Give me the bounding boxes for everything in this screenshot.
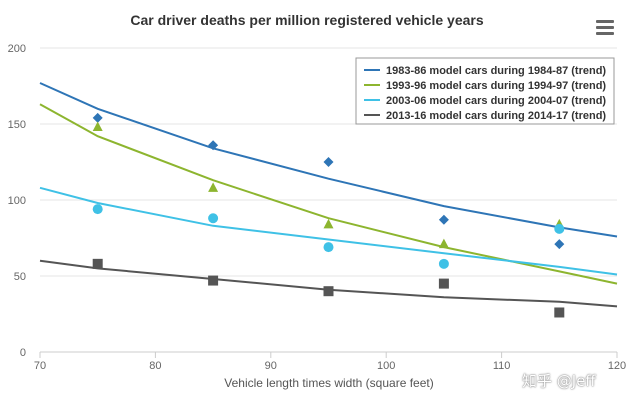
x-tick-label: 90	[265, 360, 277, 372]
y-tick-label: 0	[20, 347, 26, 359]
trend-line-2	[39, 103, 618, 285]
data-point-series-1	[438, 214, 449, 225]
menu-bar	[596, 32, 614, 35]
data-point-series-1	[208, 140, 219, 151]
legend: 1983-86 model cars during 1984-87 (trend…	[355, 57, 615, 125]
x-tick-label: 70	[34, 360, 46, 372]
data-point-series-4	[554, 307, 565, 318]
y-tick-label: 50	[14, 271, 26, 283]
data-points	[92, 112, 565, 318]
data-point-series-3	[208, 213, 219, 224]
legend-label: 2013-16 model cars during 2014-17 (trend…	[386, 110, 606, 122]
axes: 0 50 100 150 200 70 80 90 100 110 120	[8, 43, 627, 372]
legend-label: 1983-86 model cars during 1984-87 (trend…	[386, 65, 606, 77]
data-point-series-1	[554, 239, 565, 250]
data-point-series-1	[323, 157, 334, 167]
y-tick-label: 100	[8, 195, 26, 207]
data-point-series-3	[438, 258, 449, 269]
menu-bar	[596, 26, 614, 29]
x-tick-label: 110	[493, 360, 511, 372]
data-point-series-2	[438, 238, 449, 249]
chart-title: Car driver deaths per million registered…	[130, 12, 483, 28]
data-point-series-2	[92, 121, 103, 132]
data-point-series-2	[208, 182, 219, 192]
trend-line-4	[39, 259, 618, 308]
x-tick-label: 100	[377, 360, 395, 372]
x-axis-label: Vehicle length times width (square feet)	[224, 376, 433, 390]
data-point-series-4	[92, 258, 103, 269]
data-point-series-4	[438, 278, 449, 289]
data-point-series-3	[323, 242, 334, 253]
hamburger-menu-icon[interactable]	[596, 20, 614, 36]
data-point-series-2	[323, 218, 334, 229]
data-point-series-3	[554, 223, 565, 234]
data-point-series-4	[208, 275, 219, 286]
data-point-series-1	[92, 112, 103, 123]
legend-label: 1993-96 model cars during 1994-97 (trend…	[386, 80, 606, 92]
trend-line-3	[39, 186, 618, 276]
data-point-series-4	[323, 286, 334, 297]
legend-label: 2003-06 model cars during 2004-07 (trend…	[386, 95, 606, 107]
x-tick-label: 80	[149, 360, 161, 372]
y-tick-label: 200	[8, 43, 26, 55]
data-point-series-3	[92, 204, 103, 215]
x-tick-label: 120	[608, 360, 626, 372]
watermark: 知乎 @Jeff	[522, 372, 596, 390]
y-tick-label: 150	[8, 119, 26, 131]
legend-box	[355, 57, 615, 125]
menu-bar	[596, 20, 614, 23]
